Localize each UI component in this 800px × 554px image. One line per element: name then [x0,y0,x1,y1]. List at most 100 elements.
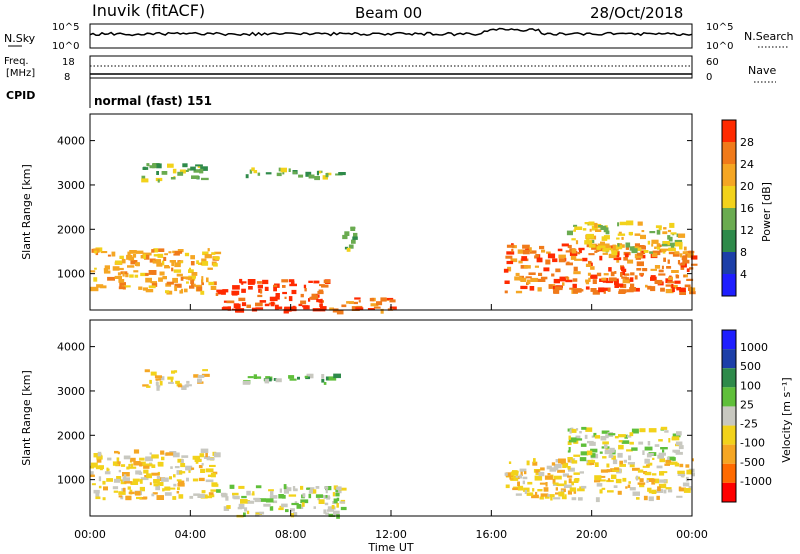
data-region-2 [329,297,397,315]
data-cell [659,244,662,247]
data-cell [690,255,698,260]
data-cell [623,256,628,261]
data-cell [600,436,607,441]
data-cell [145,273,149,276]
data-cell [611,455,616,460]
data-cell [204,254,212,259]
data-region-1 [216,484,347,519]
data-cell [687,253,694,258]
data-cell [599,489,603,494]
data-cell [201,276,204,280]
data-cell [678,445,684,450]
data-cell [618,444,624,450]
data-cell [683,488,691,493]
data-cell [522,244,530,249]
data-cell [249,169,253,174]
data-cell [177,458,184,463]
data-cell [241,302,247,307]
data-cell [658,452,666,456]
data-cell [619,463,626,467]
data-cell [274,304,279,310]
velocity-colorbar-tick: 25 [740,398,754,411]
data-cell [571,497,577,501]
data-cell [596,246,601,250]
data-cell [563,484,572,488]
data-cell [133,254,137,258]
data-cell [162,488,165,492]
data-cell [339,487,347,491]
data-cell [303,284,307,289]
data-cell [627,259,634,264]
data-cell [649,251,653,254]
data-cell [654,265,661,269]
data-cell [115,260,122,265]
data-cell [129,250,137,254]
data-cell [301,502,305,507]
data-cell [585,279,588,283]
freq-unit-label: [MHz] [6,68,35,79]
power-colorbar-tick: 4 [740,268,747,281]
data-cell [667,489,673,493]
data-cell [121,258,126,264]
data-cell [201,279,204,283]
data-cell [515,493,522,496]
nave-tick-top: 60 [706,57,719,68]
data-cell [659,471,665,476]
data-cell [200,468,206,473]
data-region-3 [567,426,684,462]
data-cell [205,468,214,473]
data-cell [288,375,295,379]
data-cell [171,267,174,272]
data-cell [114,450,119,454]
data-cell [579,431,582,434]
data-cell [282,291,287,295]
data-cell [122,487,126,492]
data-cell [215,257,219,260]
data-cell [652,473,657,476]
data-cell [216,489,221,493]
data-cell [157,179,160,183]
power-colorbar: 4 8 12 16 20 24 28 [721,119,754,297]
data-cell [246,490,251,496]
data-cell [636,261,644,267]
data-cell [659,479,667,483]
data-cell [112,266,120,271]
data-cell [543,487,549,492]
data-cell [113,478,121,483]
data-cell [127,251,131,257]
data-cell [649,231,656,234]
data-cell [257,294,263,298]
data-cell [95,492,100,498]
data-cell [188,470,191,473]
data-cell [682,259,690,264]
data-cell [253,374,257,379]
data-cell [598,287,605,293]
data-cell [238,503,244,508]
data-cell [565,276,569,279]
data-cell [103,268,109,271]
freq-label: Freq. [4,56,29,67]
data-cell [626,435,632,438]
data-cell [344,231,350,236]
data-cell [633,287,640,292]
data-cell [579,457,587,462]
data-cell [671,270,679,273]
data-cell [112,486,119,490]
data-cell [281,279,289,283]
data-cell [270,491,274,496]
data-cell [227,306,231,311]
data-cell [573,229,576,232]
power-heatmap [90,163,698,315]
data-region-2 [504,457,695,503]
data-cell [181,385,187,390]
data-cell [265,376,270,379]
data-cell [233,495,240,500]
data-cell [676,495,683,498]
data-cell [229,484,235,489]
data-cell [569,429,572,434]
data-cell [120,495,124,500]
data-cell [316,170,319,176]
power-colorbar-swatch [722,252,736,274]
data-cell [573,472,580,475]
data-cell [606,463,610,468]
